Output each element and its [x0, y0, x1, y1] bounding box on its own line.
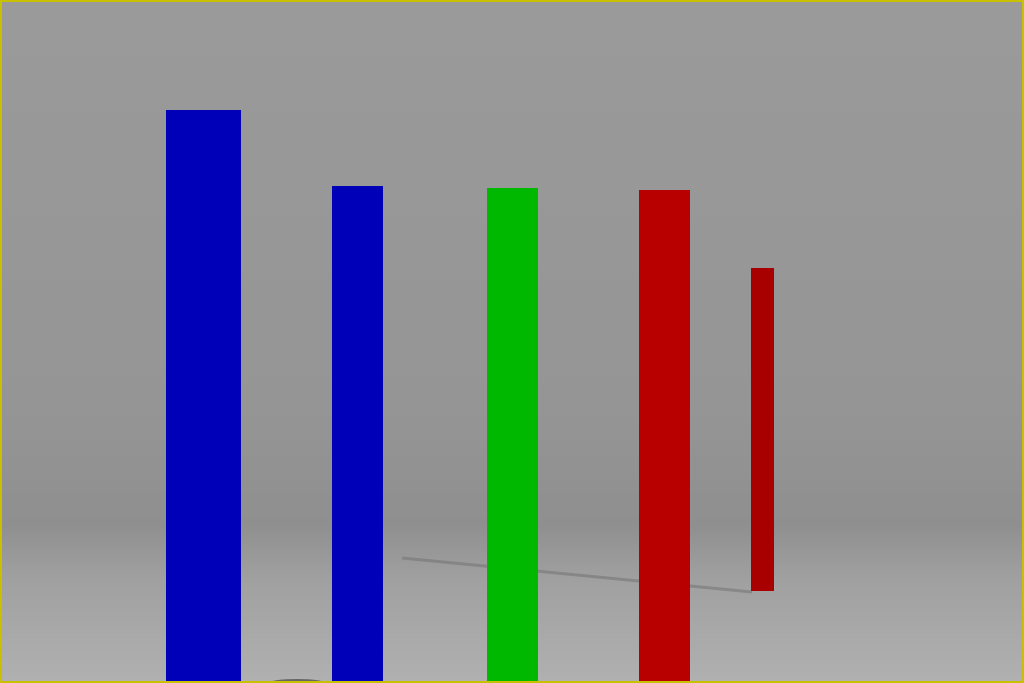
red-pillar	[639, 190, 690, 681]
green-pillar	[487, 188, 538, 681]
dark-red-pillar	[751, 268, 774, 591]
blue-pillar	[332, 186, 383, 681]
blue-pillar-large	[166, 110, 241, 681]
